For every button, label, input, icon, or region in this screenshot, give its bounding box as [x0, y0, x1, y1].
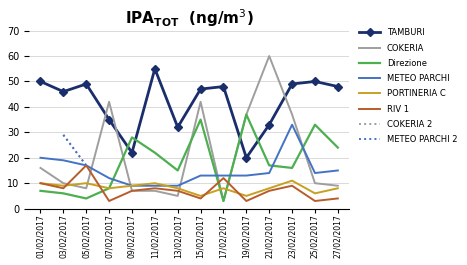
Legend: TAMBURI, COKERIA, Direzione, METEO PARCHI, PORTINERIA C, RIV 1, COKERIA 2, METEO: TAMBURI, COKERIA, Direzione, METEO PARCH…: [357, 26, 460, 147]
Title: IPA$_{\mathregular{TOT}}$  (ng/m$^3$): IPA$_{\mathregular{TOT}}$ (ng/m$^3$): [125, 7, 254, 29]
